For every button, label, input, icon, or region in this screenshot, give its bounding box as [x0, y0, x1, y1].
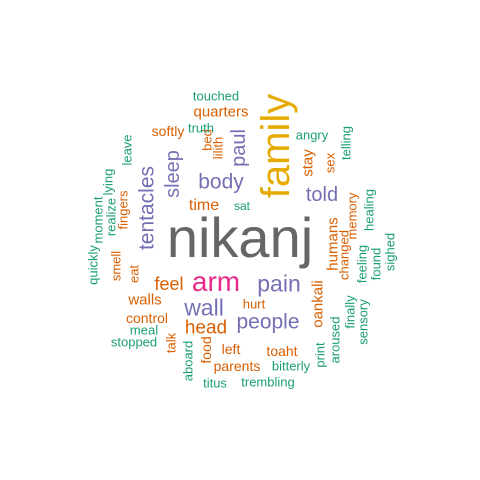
word-sensory: sensory: [355, 299, 371, 345]
word-stay: stay: [299, 149, 317, 177]
word-head: head: [184, 317, 228, 339]
word-lilith: lilith: [210, 136, 226, 160]
word-found: found: [368, 247, 384, 281]
word-angry: angry: [295, 127, 329, 143]
word-body: body: [198, 170, 244, 194]
word-people: people: [236, 310, 300, 334]
word-trembling: trembling: [241, 374, 295, 390]
word-sex: sex: [322, 152, 338, 174]
word-hurt: hurt: [242, 296, 266, 312]
word-eat: eat: [126, 264, 142, 284]
word-bitterly: bitterly: [271, 358, 311, 374]
word-food: food: [198, 336, 214, 364]
word-smell: smell: [108, 250, 124, 282]
word-quarters: quarters: [193, 103, 249, 121]
word-lying: lying: [100, 168, 116, 196]
word-healing: healing: [361, 189, 377, 231]
word-paul: paul: [228, 129, 250, 167]
word-pain: pain: [257, 270, 301, 297]
word-leave: leave: [119, 134, 135, 166]
word-touched: touched: [192, 88, 240, 104]
word-oankali: oankali: [309, 280, 327, 328]
word-parents: parents: [213, 358, 261, 374]
word-print: print: [312, 342, 328, 368]
word-stopped: stopped: [110, 334, 158, 350]
word-toaht: toaht: [266, 343, 298, 359]
word-aroused: aroused: [327, 316, 343, 364]
word-time: time: [188, 197, 220, 214]
word-talk: talk: [163, 332, 179, 354]
word-nikanj: nikanj: [166, 206, 314, 269]
word-tentacles: tentacles: [135, 165, 159, 251]
word-softly: softly: [151, 123, 185, 139]
word-quickly: quickly: [85, 245, 101, 285]
word-left: left: [221, 341, 241, 357]
word-aboard: aboard: [180, 340, 196, 382]
word-feeling: feeling: [354, 244, 370, 284]
word-truth: truth: [187, 120, 215, 136]
word-memory: memory: [344, 192, 360, 240]
word-feel: feel: [154, 274, 184, 294]
word-told: told: [305, 184, 339, 206]
word-telling: telling: [338, 126, 354, 160]
word-sat: sat: [233, 199, 251, 213]
word-family: family: [254, 93, 298, 199]
word-sighed: sighed: [382, 232, 398, 272]
word-titus: titus: [203, 375, 227, 391]
word-control: control: [125, 310, 169, 326]
word-wall: wall: [184, 294, 224, 321]
word-walls: walls: [128, 291, 162, 309]
word-realize: realize: [103, 197, 119, 237]
word-meal: meal: [129, 322, 159, 338]
word-sleep: sleep: [162, 150, 184, 198]
word-arm: arm: [191, 266, 241, 297]
